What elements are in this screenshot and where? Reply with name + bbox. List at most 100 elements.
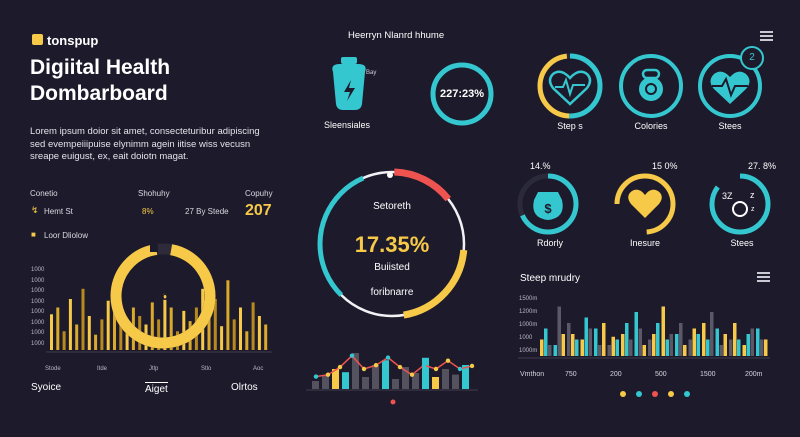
header-title: Heerryn Nlanrd hhume (348, 30, 445, 41)
pagination-dot[interactable] (636, 391, 642, 397)
left-bar (119, 312, 123, 350)
stat-header-2: Shohuhy (138, 189, 170, 198)
mini-line-point (373, 363, 379, 368)
sleep-bar (679, 323, 683, 356)
left-bar (257, 316, 261, 350)
sleep-bar (575, 339, 579, 356)
sleep-bar (669, 334, 673, 356)
sleep-bar (615, 339, 619, 356)
mini-bar (412, 373, 419, 389)
left-bar (264, 324, 268, 350)
scale-icon (332, 57, 366, 110)
left-bar (239, 307, 242, 350)
sleep-ytick: 1000m (519, 322, 538, 328)
gauge-value: 17.35% (354, 232, 430, 257)
left-bar (232, 319, 236, 350)
left-bar (226, 280, 230, 350)
sleep-bar (723, 334, 727, 356)
sleep-bar (629, 339, 633, 356)
svg-text:z: z (751, 206, 755, 213)
bottom-label-2[interactable]: Aiget (145, 382, 168, 395)
money-bag-icon (533, 192, 563, 220)
mini-bar (462, 365, 469, 389)
mini-line-point (313, 374, 319, 379)
sleep-bar (688, 339, 692, 356)
svg-text:3Z: 3Z (722, 191, 733, 201)
left-bar (113, 293, 116, 350)
left-bar (169, 307, 173, 350)
stees-label: Stees (718, 121, 742, 131)
sleep-bar (683, 345, 687, 356)
mini-bar (452, 374, 459, 389)
mini-bar (392, 379, 399, 389)
sleep-bar (742, 345, 746, 356)
left-bar (213, 299, 217, 350)
sleep-bar (548, 345, 552, 356)
sleep-xtick: 200 (610, 371, 622, 378)
gauge-bottom-label: foribnarre (370, 287, 414, 298)
left-ytick: 1000 (31, 330, 45, 336)
left-bar (68, 299, 72, 350)
pagination-dot[interactable] (620, 391, 626, 397)
sleep-bar (625, 323, 629, 356)
sleep-bar (567, 323, 571, 356)
sleep-bar (760, 339, 764, 356)
steps-label: Step s (557, 121, 583, 131)
badge-count[interactable]: 2 (749, 52, 755, 63)
sleep-bar (733, 323, 737, 356)
left-donut-ring (110, 243, 216, 349)
left-bar (163, 293, 167, 350)
left-ytick: 1000 (31, 298, 45, 305)
svg-text:$: $ (544, 201, 552, 216)
stat-row-pct: 8% (142, 207, 154, 216)
bottom-label-1: Syoice (31, 382, 62, 393)
pagination-dot[interactable] (668, 391, 674, 397)
mini-line-point (385, 355, 391, 360)
left-bar (56, 307, 60, 350)
sleep-bar (642, 345, 646, 356)
heart-icon (548, 70, 592, 106)
left-bar (125, 329, 129, 350)
sleep-ytick: 1200m (519, 309, 538, 315)
left-ytick: 1000 (31, 288, 45, 294)
mini-bar (372, 365, 379, 389)
sleep-bar (696, 334, 700, 356)
bottom-label-3: Olrtos (231, 382, 258, 393)
sleep-bar (652, 334, 656, 356)
stat-row-label: Hemt St (44, 207, 73, 216)
sleep-bar (634, 312, 638, 356)
sleep-ytick: 1500m (519, 296, 538, 302)
sleep-bar (588, 328, 592, 356)
left-xtick: Stode (45, 366, 61, 372)
sleep-bar (648, 339, 652, 356)
mini-bar (352, 353, 359, 389)
ring-value: 227:23% (439, 88, 485, 100)
mini-bar (422, 357, 429, 389)
stat-row-text: 27 By Stede (185, 207, 229, 216)
sleep-chart-menu-icon[interactable] (757, 272, 770, 284)
pagination-dot[interactable] (652, 391, 658, 397)
sleep-chart-title: Steep mrudry (520, 273, 581, 284)
gauge-top-label: Setoreth (373, 201, 411, 212)
mini-line-point (397, 364, 403, 370)
sleep-bar (675, 334, 679, 356)
left-ytick: 1000 (31, 319, 45, 326)
mini-line-point (421, 363, 427, 368)
heart-pulse-icon (710, 71, 750, 104)
sleep-bar (737, 339, 741, 356)
left-bar (75, 324, 79, 350)
menu-icon[interactable] (760, 31, 773, 43)
mini-bar (442, 369, 449, 389)
sleep-bar (561, 334, 565, 356)
sleep-bar (750, 328, 754, 356)
pagination-dot[interactable] (684, 391, 690, 397)
page-description: Lorem ipsum doior sit amet, consecteturi… (30, 126, 260, 162)
mini-bar (362, 377, 369, 389)
notification-badge (740, 46, 764, 70)
sleep-bar (702, 323, 706, 356)
sleep-bar (746, 334, 750, 356)
mini-bar (342, 372, 349, 389)
